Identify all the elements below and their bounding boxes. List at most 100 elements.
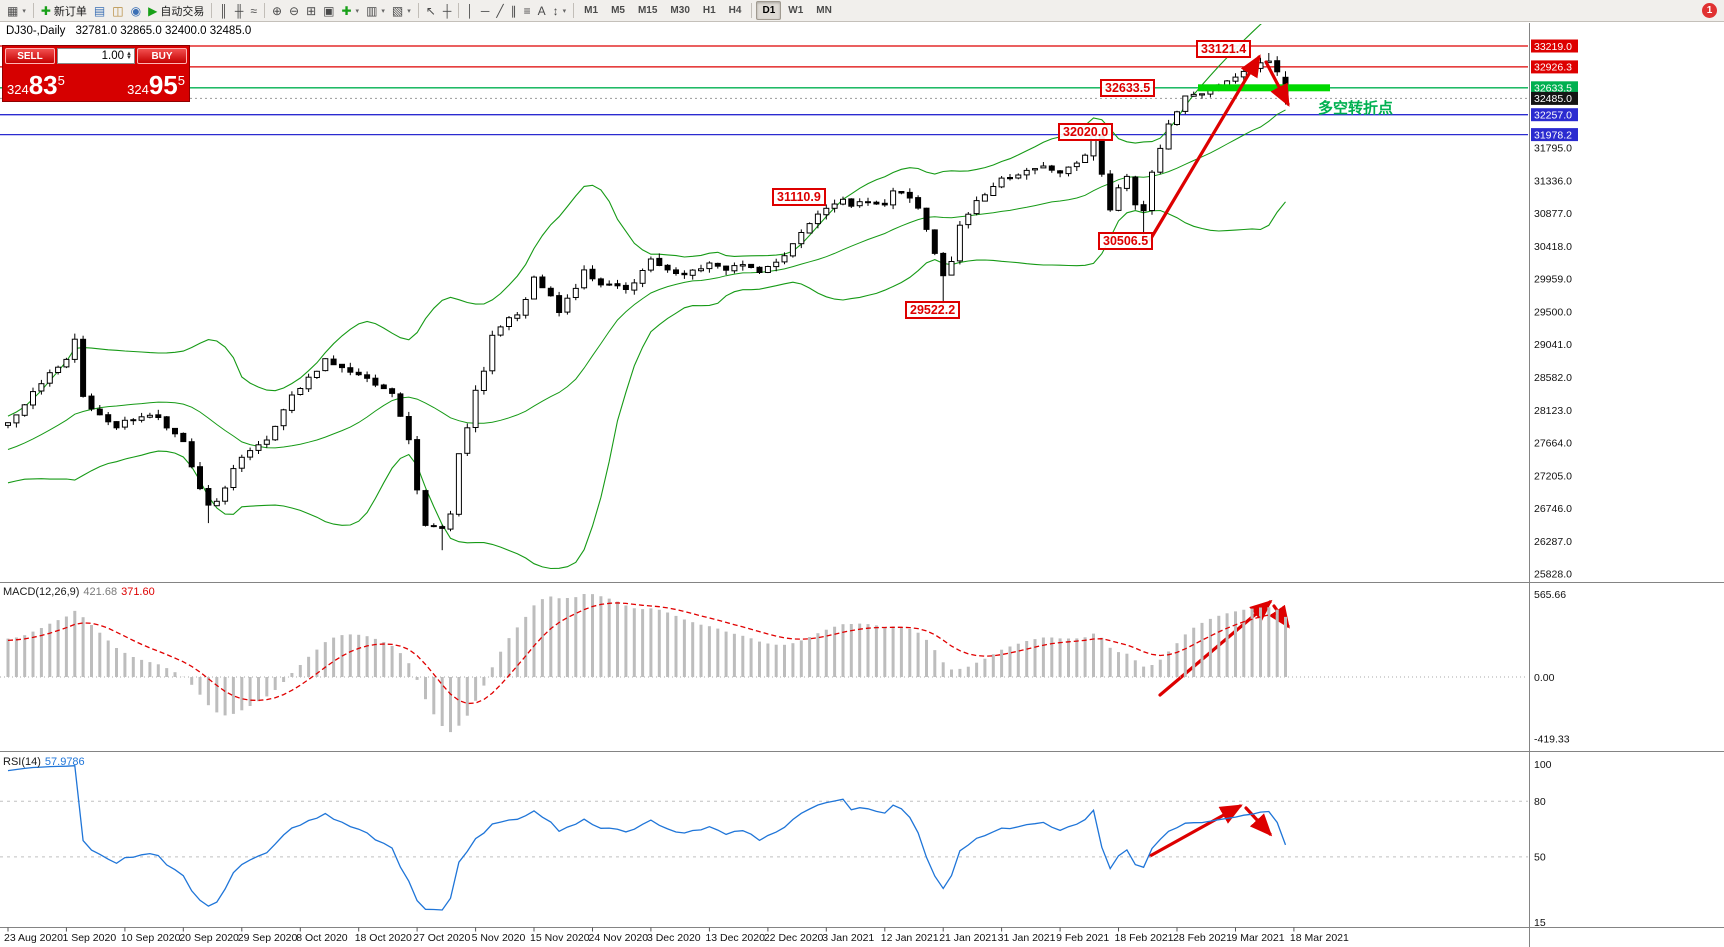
- candle-body: [414, 439, 421, 491]
- crosshair-icon[interactable]: ┼: [440, 2, 455, 20]
- candle-body: [706, 262, 713, 270]
- candle-body: [1082, 154, 1089, 163]
- chart-window-icon: ▦: [7, 3, 19, 18]
- chevron-down-icon: ▾: [562, 7, 567, 15]
- candle-body: [647, 258, 654, 271]
- candle-body: [197, 466, 203, 490]
- timeframe-m15[interactable]: M15: [637, 5, 658, 16]
- market-watch-icon[interactable]: ▤: [91, 2, 108, 20]
- spin-up-icon[interactable]: ▲: [126, 51, 132, 57]
- price-axis-highlight-text: 32926.3: [1534, 62, 1572, 74]
- timeframe-mn[interactable]: MN: [816, 5, 832, 16]
- bollinger-upper-band: [7, 24, 1262, 417]
- buy-price[interactable]: 324955: [127, 70, 185, 100]
- profiles-icon: ▥: [366, 3, 378, 18]
- text-label-icon[interactable]: A: [535, 2, 549, 20]
- channel-icon[interactable]: ∥: [508, 2, 520, 20]
- notification-badge[interactable]: 1: [1702, 3, 1717, 18]
- candle-body: [105, 414, 112, 423]
- candle-body: [322, 358, 329, 372]
- sell-price[interactable]: 324835: [7, 70, 65, 100]
- line-chart-icon: ≈: [250, 3, 257, 18]
- timeframe-w1[interactable]: W1: [788, 5, 804, 16]
- trend-arrow[interactable]: [1244, 806, 1273, 837]
- zoom-out-icon[interactable]: ⊖: [286, 2, 302, 20]
- volume-input[interactable]: 1.00 ▲ ▼: [57, 48, 135, 64]
- bar-chart-icon[interactable]: ║: [216, 2, 231, 20]
- tile-windows-icon[interactable]: ⊞: [303, 2, 319, 20]
- candle-body: [906, 191, 913, 199]
- candle-body: [756, 266, 763, 273]
- sell-button[interactable]: SELL: [5, 48, 55, 64]
- timeframe-h1[interactable]: H1: [702, 5, 716, 16]
- zoom-in-icon[interactable]: ⊕: [269, 2, 285, 20]
- chart-text-note[interactable]: 多空转折点: [1318, 100, 1394, 117]
- navigator-icon[interactable]: ◉: [128, 2, 144, 20]
- candle-body: [347, 367, 354, 373]
- autotrading-button[interactable]: ▶ 自动交易: [145, 2, 207, 20]
- candle-body: [138, 416, 145, 421]
- toolbar-separator: [751, 3, 753, 18]
- timeframe-m30[interactable]: M30: [670, 5, 690, 16]
- volume-spinner[interactable]: ▲ ▼: [126, 51, 132, 61]
- candle-body: [689, 269, 696, 276]
- candle-body: [781, 255, 788, 263]
- candle-body: [330, 358, 337, 366]
- fibonacci-icon[interactable]: ≡: [521, 2, 534, 20]
- candle-body: [263, 439, 270, 445]
- new-chart-icon[interactable]: ✚ ▾: [338, 2, 362, 20]
- candle-body: [764, 266, 771, 273]
- horizontal-line-icon[interactable]: ─: [478, 2, 493, 20]
- chart-window-icon[interactable]: ▦ ▾: [4, 2, 29, 20]
- data-window-icon[interactable]: ◫: [109, 2, 126, 20]
- spin-down-icon[interactable]: ▼: [126, 55, 132, 61]
- new-order-button[interactable]: ✚ 新订单: [38, 2, 90, 20]
- price-callout[interactable]: 32633.5: [1100, 79, 1156, 97]
- candle-body: [339, 363, 345, 369]
- candle-body: [1199, 93, 1205, 96]
- templates-icon[interactable]: ▧ ▾: [389, 2, 414, 20]
- candle-body: [622, 284, 629, 290]
- candle-body: [956, 224, 963, 262]
- vertical-line-icon[interactable]: │: [463, 2, 477, 20]
- timeframe-m1[interactable]: M1: [584, 5, 599, 16]
- cursor-icon: ↖: [425, 3, 436, 18]
- candle-body: [313, 370, 320, 378]
- ohlc-values: 32781.0 32865.0 32400.0 32485.0: [75, 25, 252, 37]
- price-callout[interactable]: 32020.0: [1058, 123, 1114, 141]
- price-callout[interactable]: 30506.5: [1098, 232, 1154, 250]
- candle-body: [923, 207, 930, 230]
- time-axis-label: 10 Sep 2020: [121, 932, 181, 944]
- autotrading-button-label: 自动交易: [160, 5, 205, 18]
- timeframe-m5[interactable]: M5: [611, 5, 625, 16]
- line-chart-icon[interactable]: ≈: [247, 2, 260, 20]
- trendline-icon[interactable]: ╱: [493, 2, 506, 20]
- profiles-icon[interactable]: ▥ ▾: [363, 2, 388, 20]
- trend-arrow[interactable]: [1148, 804, 1243, 858]
- candle-body: [96, 408, 103, 416]
- trend-arrow[interactable]: [1264, 60, 1290, 107]
- chevron-down-icon: ▾: [22, 7, 26, 15]
- trend-arrow[interactable]: [1148, 54, 1261, 242]
- timeframe-d1[interactable]: D1: [756, 1, 782, 20]
- highlight-band[interactable]: [1198, 84, 1330, 92]
- cascade-windows-icon[interactable]: ▣: [320, 2, 337, 20]
- candle-body: [439, 526, 446, 529]
- rsi-line: [7, 765, 1287, 911]
- candle-body: [773, 261, 780, 268]
- candle-body: [547, 287, 554, 297]
- buy-button[interactable]: BUY: [137, 48, 187, 64]
- candle-body: [556, 295, 563, 314]
- candle-body: [873, 201, 880, 205]
- price-callout[interactable]: 29522.2: [905, 301, 961, 319]
- candlestick-chart-icon[interactable]: ╫: [232, 2, 247, 20]
- candle-body: [539, 276, 546, 289]
- cursor-icon[interactable]: ↖: [423, 2, 439, 20]
- price-callout[interactable]: 33121.4: [1196, 40, 1252, 58]
- candle-body: [430, 525, 437, 528]
- arrows-tool-icon[interactable]: ↕ ▾: [550, 2, 570, 20]
- timeframe-h4[interactable]: H4: [728, 5, 742, 16]
- price-callout[interactable]: 31110.9: [772, 188, 826, 206]
- candle-body: [614, 283, 621, 287]
